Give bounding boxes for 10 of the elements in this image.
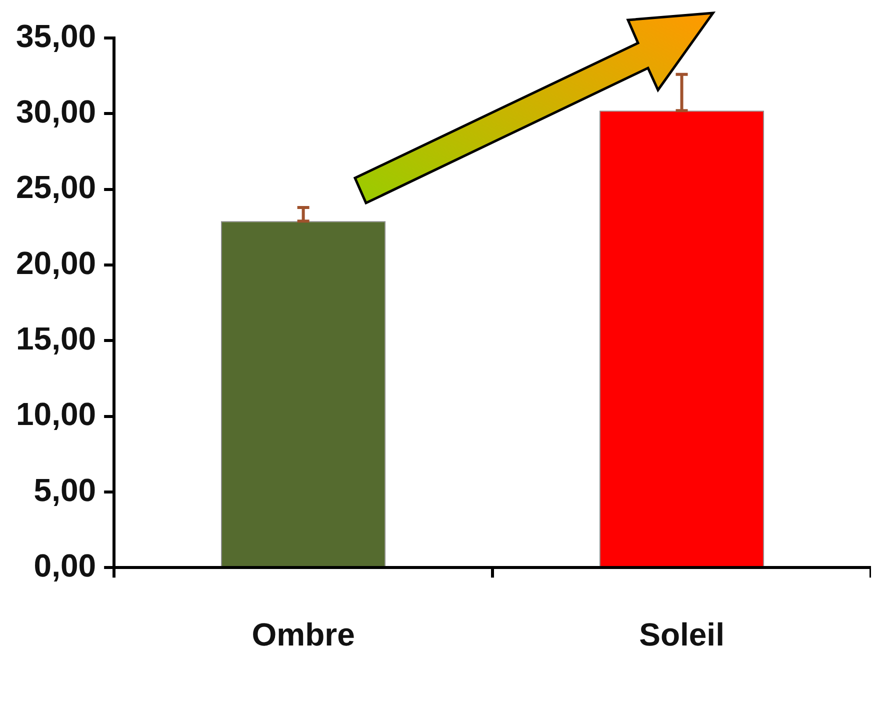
y-tick-label: 0,00 [34, 547, 96, 584]
x-tick-label: Soleil [639, 616, 724, 653]
y-tick-label: 35,00 [16, 18, 96, 54]
y-tick-label: 15,00 [16, 320, 96, 356]
y-tick-label: 20,00 [16, 244, 96, 281]
x-tick-label: Ombre [252, 616, 355, 653]
y-tick-label: 10,00 [16, 396, 96, 432]
y-tick-label: 25,00 [16, 169, 96, 206]
y-tick-label: 5,00 [34, 472, 96, 508]
y-tick-label: 30,00 [16, 93, 96, 130]
